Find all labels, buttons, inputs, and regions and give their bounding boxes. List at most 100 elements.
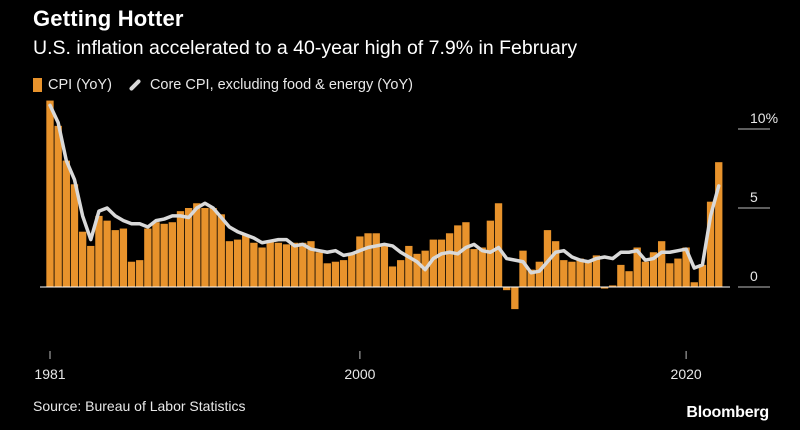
cpi-bar: [250, 242, 258, 287]
cpi-bar: [690, 282, 698, 287]
cpi-bar: [356, 236, 364, 287]
cpi-bar: [225, 241, 234, 287]
cpi-bar: [657, 241, 666, 287]
cpi-bar: [70, 184, 79, 287]
cpi-bar: [527, 269, 535, 287]
cpi-bar: [315, 252, 323, 287]
cpi-bar: [503, 287, 511, 291]
y-tick-label: 5: [750, 189, 758, 205]
cpi-bar: [568, 261, 576, 287]
cpi-bar: [633, 247, 641, 287]
cpi-bar: [152, 222, 160, 287]
legend-cpi-label: CPI (YoY): [48, 77, 112, 93]
cpi-bar: [445, 233, 454, 287]
cpi-bar: [478, 247, 486, 287]
cpi-bar: [429, 239, 437, 287]
cpi-bar: [111, 230, 119, 287]
cpi-bar: [551, 241, 560, 287]
cpi-bar: [625, 271, 633, 287]
cpi-bar: [274, 242, 283, 287]
cpi-bar: [78, 231, 87, 287]
cpi-bar: [266, 241, 274, 287]
cpi-bar: [535, 261, 543, 287]
cpi-bar: [437, 239, 446, 287]
cpi-bar: [600, 287, 609, 289]
cpi-bar: [217, 214, 225, 287]
cpi-bar: [46, 100, 54, 287]
axes: [40, 128, 770, 359]
legend-cpi-swatch: [33, 78, 42, 92]
x-tick-label: 2000: [344, 366, 375, 382]
cpi-bar: [560, 260, 568, 287]
cpi-bar: [706, 201, 715, 287]
cpi-bar: [592, 255, 601, 287]
cpi-bar: [674, 258, 682, 287]
cpi-bar: [609, 285, 617, 287]
cpi-bar: [242, 234, 250, 287]
y-tick-label: 10%: [750, 110, 778, 126]
cpi-bar: [62, 160, 70, 287]
cpi-bar: [168, 222, 176, 287]
cpi-bar: [331, 261, 340, 287]
cpi-bar: [388, 266, 397, 287]
cpi-bar: [103, 220, 111, 287]
cpi-bar: [462, 222, 470, 287]
cpi-bar: [290, 242, 299, 287]
x-tick-label: 2020: [671, 366, 702, 382]
cpi-bar: [413, 253, 421, 287]
cpi-bar: [682, 247, 690, 287]
cpi-bar: [95, 215, 103, 287]
cpi-bar: [698, 264, 707, 287]
cpi-bar: [54, 125, 62, 287]
y-tick-label: 0: [750, 268, 758, 284]
cpi-bar: [299, 242, 307, 287]
x-tick-label: 1981: [34, 366, 65, 382]
cpi-bar: [511, 287, 519, 310]
cpi-bar: [348, 253, 356, 287]
cpi-bar: [470, 249, 478, 287]
chart-title: Getting Hotter: [33, 6, 184, 31]
cpi-bar: [576, 258, 584, 287]
cpi-bar: [454, 225, 462, 287]
cpi-bar: [127, 261, 136, 287]
cpi-bars: [46, 100, 723, 310]
cpi-bar: [666, 263, 674, 287]
cpi-bar: [380, 245, 389, 287]
legend-core-label: Core CPI, excluding food & energy (YoY): [149, 77, 413, 93]
cpi-bar: [119, 228, 128, 287]
cpi-bar: [136, 260, 144, 287]
cpi-bar: [641, 261, 650, 287]
cpi-bar: [649, 252, 658, 287]
cpi-bar: [282, 244, 291, 287]
cpi-bar: [184, 208, 193, 287]
cpi-bar: [494, 203, 503, 287]
cpi-bar: [617, 264, 625, 287]
cpi-bar: [543, 230, 552, 287]
cpi-bar: [397, 260, 405, 287]
cpi-bar: [584, 261, 592, 287]
cpi-bar: [87, 245, 95, 287]
cpi-bar: [323, 263, 331, 287]
chart-subtitle: U.S. inflation accelerated to a 40-year …: [33, 37, 578, 59]
source-note: Source: Bureau of Labor Statistics: [33, 398, 246, 414]
cpi-bar: [258, 247, 266, 287]
cpi-bar: [364, 233, 372, 287]
cpi-bar: [372, 233, 380, 287]
bloomberg-logo: Bloomberg: [686, 404, 769, 421]
cpi-bar: [209, 208, 217, 287]
cpi-bar: [201, 208, 209, 287]
cpi-bar: [233, 239, 242, 287]
legend: CPI (YoY) Core CPI, excluding food & ene…: [33, 77, 413, 93]
cpi-bar: [715, 162, 723, 287]
cpi-bar: [519, 250, 527, 287]
cpi-bar: [176, 211, 185, 287]
tick-labels: 0 5 10% 1981 2000 2020: [34, 110, 778, 382]
cpi-bar: [193, 203, 201, 287]
cpi-bar: [405, 245, 413, 287]
cpi-bar: [339, 260, 348, 287]
core-cpi-line: [48, 103, 721, 275]
cpi-bar: [307, 241, 315, 287]
cpi-bar: [144, 228, 152, 287]
cpi-bar: [160, 223, 168, 287]
